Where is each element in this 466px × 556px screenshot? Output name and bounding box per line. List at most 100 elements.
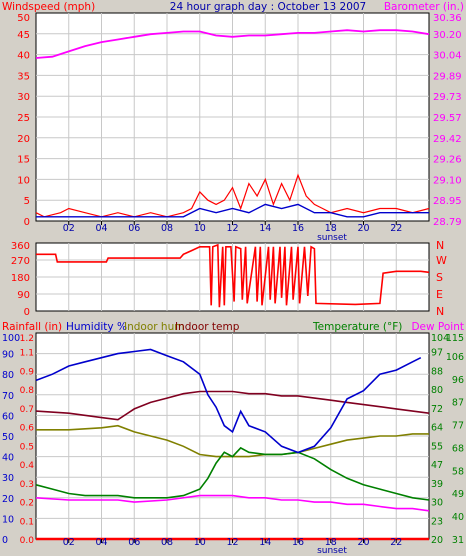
temperature-tick-outer: 58 [452,466,464,477]
rainfall-tick: 0.7 [20,405,34,415]
barometer-tick: 29.73 [433,92,462,103]
x-tick-label: 04 [95,537,107,548]
barometer-tick: 29.42 [433,134,462,145]
x-tick-label: 14 [259,537,271,548]
humidity-tick: 50 [2,432,14,443]
humidity-tick: 100 [2,333,20,344]
rainfall-tick: 1.2 [20,334,34,344]
temperature-tick-inner: 97 [431,348,443,359]
x-tick-label: 02 [63,537,75,548]
humidity-tick: 80 [2,370,14,381]
humidity-tick: 10 [2,514,14,525]
barometer-tick: 29.26 [433,155,462,166]
direction-degree-tick: 270 [11,256,30,267]
temperature-line [35,446,430,501]
rainfall-tick: 0.1 [20,517,34,527]
x-tick-label: 02 [63,223,75,234]
rainfall-axis-title: Rainfall (in) [2,321,62,333]
direction-compass-tick: S [436,271,443,284]
x-tick-label: 12 [226,223,238,234]
indoor-temp-axis-title: Indoor temp [175,321,240,333]
windspeed-tick: 20 [17,134,30,145]
windspeed-tick: 0 [24,217,30,228]
temperature-tick-outer: 77 [452,421,464,432]
barometer-tick: 30.04 [433,51,462,62]
temperature-tick-outer: 40 [452,512,464,523]
temperature-tick-inner: 72 [431,404,443,415]
humidity-line [35,348,422,454]
x-tick-label: 08 [161,223,173,234]
rainfall-tick: 0.3 [20,480,34,490]
temperature-tick-outer: 96 [452,375,464,386]
rainfall-tick: 0.8 [20,386,35,396]
humidity-tick: 60 [2,411,14,422]
temperature-tick-outer: 49 [452,489,464,500]
barometer-line [35,29,430,59]
temperature-tick-inner: 20 [431,535,443,546]
x-tick-label: 06 [128,223,140,234]
temperature-tick-inner: 64 [431,423,443,434]
barometer-tick: 29.89 [433,71,462,82]
x-tick-label: 12 [226,537,238,548]
humidity-tick: 30 [2,473,14,484]
avg-wind-line [36,203,429,218]
rainfall-tick: 0.2 [20,499,34,509]
x-tick-label: 04 [95,223,107,234]
x-tick-label: 18 [325,537,337,548]
temperature-tick-outer: 115 [446,333,464,344]
rainfall-tick: 0.6 [20,424,35,434]
humidity-tick: 70 [2,391,14,402]
x-tick-label: 14 [259,223,271,234]
temperature-tick-outer: 68 [452,443,464,454]
x-tick-label: 22 [390,223,402,234]
wind-panel-sunset-label: sunset [317,233,347,243]
windspeed-tick: 10 [17,175,30,186]
barometer-tick: 30.36 [433,13,462,24]
temperature-tick-outer: 87 [452,398,464,409]
humidity-axis-title: Humidity % [66,321,127,333]
windspeed-line [35,173,430,218]
windspeed-tick: 30 [17,92,30,103]
temperature-tick-inner: 39 [431,479,443,490]
rainfall-tick: 0.9 [20,367,35,377]
temperature-tick-inner: 88 [431,366,443,377]
temperature-tick-outer: 106 [446,352,464,363]
barometer-axis-title: Barometer (in.) [384,1,464,13]
wind-direction-line [36,243,430,308]
direction-compass-tick: N [436,305,444,318]
rainfall-tick: 1.1 [20,349,34,359]
humidity-tick: 0 [2,535,8,546]
direction-panel-series [36,243,430,308]
x-tick-label: 22 [390,537,402,548]
wind-panel-grid [36,13,429,221]
direction-compass-tick: W [436,254,447,267]
direction-degree-tick: 0 [24,307,30,318]
windspeed-tick: 50 [17,13,30,24]
barometer-tick: 28.79 [433,217,462,228]
x-tick-label: 06 [128,537,140,548]
temperature-tick-inner: 80 [431,385,443,396]
direction-compass-tick: N [436,239,444,252]
rainfall-tick: 0.5 [20,442,34,452]
temperature-tick-inner: 55 [431,441,443,452]
temperature-tick-inner: 47 [431,460,443,471]
direction-compass-tick: E [436,288,443,301]
rainfall-ticks: 0.0 0.1 0.2 0.3 0.4 0.5 0.6 0.7 0.8 0.9 1.1 1.2 [20,334,35,546]
climate-panel-x-ticks: 02 04 06 08 10 12 14 16 18 20 22 [63,537,403,548]
wind-panel-x-ticks: 02 04 06 08 10 12 14 16 18 20 22 [63,221,402,234]
indoor-temp-line [35,390,430,421]
humidity-tick: 40 [2,453,14,464]
direction-degree-tick: 360 [11,241,30,252]
x-tick-label: 20 [357,223,369,234]
barometer-tick: 30.20 [433,30,462,41]
windspeed-ticks: 0 5 10 15 20 25 30 35 40 45 50 [17,13,30,228]
humidity-tick: 20 [2,494,14,505]
temperature-tick-inner: 23 [431,516,443,527]
windspeed-tick: 45 [17,30,30,41]
climate-panel-sunset-label: sunset [317,546,347,556]
windspeed-axis-title: Windspeed (mph) [2,1,95,13]
barometer-ticks: 28.79 28.95 29.10 29.26 29.42 29.57 29.73 29.89… [433,13,462,228]
